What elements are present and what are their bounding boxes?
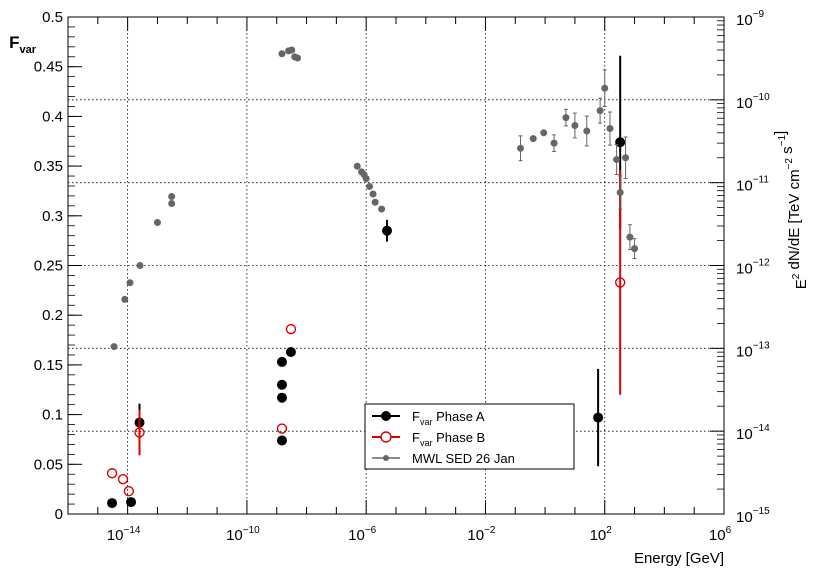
data-point	[517, 144, 525, 152]
data-point	[616, 189, 624, 197]
data-point	[136, 262, 144, 269]
data-point	[571, 121, 579, 129]
legend: Fvar Phase A Fvar Phase B MWL SED 26 Jan	[364, 403, 575, 470]
legend-label-phase-a: Fvar Phase A	[412, 409, 485, 427]
y-left-tick-label: 0.1	[42, 407, 63, 424]
data-point	[168, 193, 176, 201]
data-point	[276, 379, 287, 390]
data-point	[593, 412, 604, 423]
data-point	[529, 135, 537, 143]
y-right-tick-label: 10−15	[736, 506, 770, 526]
data-point	[550, 139, 558, 147]
data-point	[540, 129, 548, 137]
data-point	[285, 323, 297, 335]
y-left-tick-label: 0.25	[34, 258, 63, 275]
y-left-tick-label: 0.3	[42, 208, 63, 225]
data-point	[278, 50, 286, 58]
axes: 10−14 10−10 10−6 10−2 102 106 0 0.05 0.1 0.15 0.2 0…	[34, 9, 770, 544]
data-point	[614, 277, 626, 288]
legend-marker-phase-b	[380, 431, 392, 443]
x-tick-label: 106	[709, 525, 732, 544]
y-right-axis-title: E2 dN/dE [TeV cm−2 s−1]	[772, 131, 810, 289]
data-point	[382, 225, 393, 236]
x-tick-label: 10−10	[226, 525, 260, 544]
data-point	[123, 485, 135, 497]
data-point	[276, 392, 287, 403]
y-right-tick-label: 10−10	[736, 92, 770, 112]
data-point	[126, 497, 137, 508]
y-right-tick-label: 10−14	[736, 423, 770, 443]
legend-marker-phase-a	[381, 411, 391, 421]
y-right-tick-label: 10−12	[736, 258, 770, 278]
legend-label-mwl: MWL SED 26 Jan	[412, 451, 515, 466]
data-point	[606, 125, 614, 133]
legend-label-phase-b: Fvar Phase B	[412, 430, 485, 448]
data-point	[276, 356, 287, 367]
data-point	[622, 154, 630, 162]
data-point	[168, 200, 176, 208]
data-point	[153, 219, 161, 227]
data-point	[121, 295, 129, 303]
x-axis-title: Energy [GeV]	[634, 550, 724, 567]
y-left-tick-label: 0.2	[42, 307, 63, 324]
y-left-tick-label: 0.35	[34, 158, 63, 175]
x-tick-label: 10−6	[348, 525, 377, 544]
y-right-tick-label: 10−11	[736, 175, 769, 195]
data-point	[353, 162, 361, 170]
data-point	[601, 84, 609, 92]
x-tick-label: 10−2	[467, 525, 496, 544]
legend-marker-mwl	[383, 455, 389, 461]
data-point	[562, 114, 570, 122]
series-layer	[106, 46, 639, 509]
data-point	[596, 107, 604, 115]
data-point	[294, 54, 302, 62]
data-point	[626, 233, 634, 241]
data-point	[366, 182, 374, 190]
y-left-tick-label: 0.15	[34, 357, 63, 374]
data-point	[106, 468, 118, 479]
y-left-tick-label: 0	[55, 506, 63, 523]
data-point	[378, 205, 386, 213]
y-right-tick-label: 10−13	[736, 340, 770, 360]
data-point	[126, 279, 134, 287]
data-point	[613, 156, 621, 164]
data-point	[276, 423, 288, 434]
data-point	[107, 498, 118, 509]
y-left-axis-title: Fvar	[9, 33, 37, 56]
y-left-tick-label: 0.45	[34, 59, 63, 76]
data-point	[369, 190, 377, 198]
data-point	[276, 435, 287, 446]
data-point	[134, 427, 145, 438]
data-point	[117, 474, 129, 485]
y-left-tick-label: 0.5	[42, 9, 63, 26]
data-point	[362, 175, 370, 183]
data-point	[631, 245, 639, 253]
y-right-tick-label: 10−9	[736, 9, 765, 29]
data-point	[371, 198, 379, 206]
data-point	[110, 343, 118, 351]
x-tick-label: 102	[590, 525, 613, 544]
data-point	[288, 46, 296, 54]
data-point	[583, 127, 591, 135]
x-tick-label: 10−14	[107, 525, 141, 544]
data-point	[285, 346, 296, 357]
y-left-tick-label: 0.05	[34, 456, 63, 473]
y-left-tick-label: 0.4	[42, 108, 63, 125]
